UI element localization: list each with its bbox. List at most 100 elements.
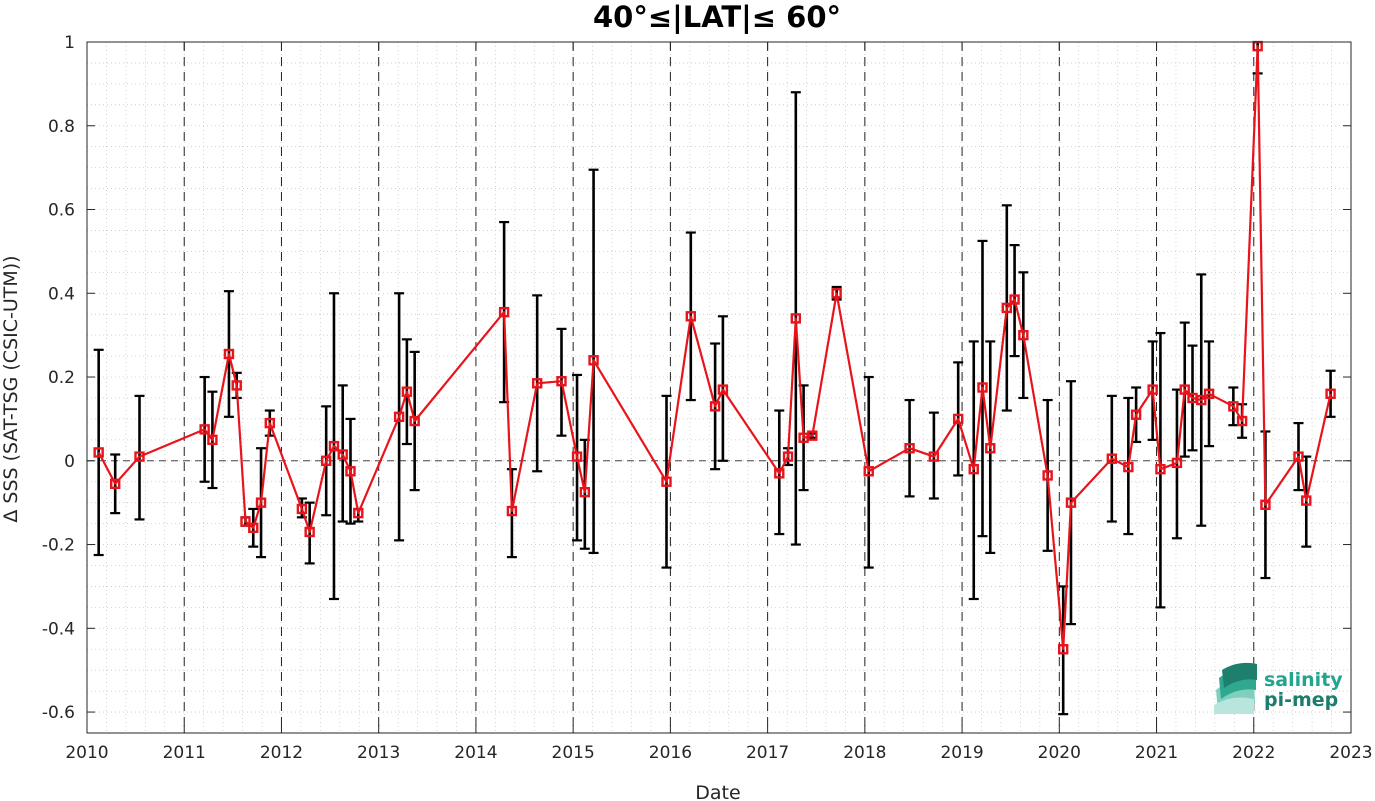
y-tick-label: -0.4 bbox=[42, 619, 75, 639]
data-point-marker bbox=[774, 468, 785, 479]
data-point-marker bbox=[506, 505, 518, 517]
data-point-marker bbox=[1155, 463, 1166, 475]
data-point-marker bbox=[1236, 415, 1248, 427]
data-point-marker bbox=[264, 417, 275, 429]
salinity-pi-mep-logo: salinity pi-mep bbox=[1214, 662, 1343, 714]
data-point-marker bbox=[661, 476, 672, 487]
data-point-marker bbox=[1009, 294, 1020, 305]
data-point-marker bbox=[904, 443, 915, 454]
y-tick-label: 1 bbox=[64, 33, 75, 53]
data-point-marker bbox=[1293, 451, 1304, 462]
x-tick-label: 2019 bbox=[940, 743, 983, 763]
data-point-marker bbox=[1301, 495, 1312, 506]
data-point-marker bbox=[248, 522, 259, 533]
data-point-marker bbox=[223, 348, 235, 360]
x-tick-label: 2010 bbox=[65, 743, 108, 763]
x-tick-label: 2016 bbox=[649, 743, 692, 763]
data-point-marker bbox=[231, 380, 242, 391]
data-point-marker bbox=[782, 451, 794, 462]
y-tick-label: 0.6 bbox=[48, 201, 75, 221]
data-point-marker bbox=[571, 451, 583, 462]
data-point-marker bbox=[1325, 388, 1336, 399]
data-point-marker bbox=[328, 440, 340, 452]
data-point-marker bbox=[807, 430, 818, 441]
data-point-marker bbox=[134, 451, 145, 462]
data-point-marker bbox=[393, 411, 405, 423]
data-point-marker bbox=[255, 497, 267, 508]
data-point-marker bbox=[1042, 470, 1053, 481]
data-point-marker bbox=[109, 478, 121, 490]
x-tick-label: 2017 bbox=[746, 743, 789, 763]
data-point-marker bbox=[985, 443, 996, 454]
y-tick-label: 0.2 bbox=[48, 368, 75, 388]
y-axis-label: Δ SSS (SAT-TSG (CSIC-UTM)) bbox=[0, 255, 22, 522]
minor-grid bbox=[87, 41, 1351, 734]
data-point-marker bbox=[1147, 384, 1158, 395]
data-point-marker bbox=[1057, 644, 1069, 655]
data-point-marker bbox=[831, 288, 842, 299]
chart-title: 40°≤|LAT|≤ 60° bbox=[593, 0, 841, 34]
x-axis-label: Date bbox=[695, 782, 740, 801]
axes-frame bbox=[86, 41, 1352, 734]
data-point-marker bbox=[531, 378, 543, 389]
data-point-marker bbox=[863, 466, 874, 477]
x-tick-label: 2011 bbox=[163, 743, 206, 763]
data-point-marker bbox=[1018, 329, 1029, 341]
data-point-marker bbox=[1203, 388, 1215, 399]
data-point-marker bbox=[304, 526, 315, 538]
x-tick-label: 2023 bbox=[1329, 743, 1372, 763]
data-point-marker bbox=[1130, 409, 1142, 420]
x-tick-label: 2021 bbox=[1135, 743, 1178, 763]
data-point-marker bbox=[1260, 499, 1271, 510]
data-point-marker bbox=[409, 415, 420, 427]
data-point-marker bbox=[709, 401, 721, 412]
data-point-marker bbox=[337, 449, 348, 460]
data-point-marker bbox=[401, 386, 413, 397]
x-tick-label: 2020 bbox=[1038, 743, 1081, 763]
data-point-marker bbox=[790, 313, 802, 324]
data-point-marker bbox=[1106, 453, 1118, 464]
data-point-marker bbox=[1196, 394, 1207, 406]
data-point-marker bbox=[685, 311, 697, 322]
data-point-marker bbox=[345, 466, 356, 477]
data-point-marker bbox=[93, 447, 104, 458]
y-tick-labels: -0.6 -0.4 -0.2 0 0.2 0.4 0.6 0.8 1 bbox=[42, 33, 75, 723]
data-point-marker bbox=[353, 507, 364, 519]
axis-ticks bbox=[86, 41, 1352, 733]
y-tick-label: -0.6 bbox=[42, 703, 75, 723]
data-point-marker bbox=[199, 424, 210, 435]
data-point-marker bbox=[1171, 457, 1183, 469]
data-point-marker bbox=[1228, 401, 1239, 412]
x-tick-label: 2018 bbox=[843, 743, 886, 763]
data-point-marker bbox=[1065, 497, 1077, 508]
data-point-marker bbox=[1179, 384, 1190, 395]
data-point-marker bbox=[207, 434, 218, 446]
data-point-marker bbox=[1001, 302, 1013, 314]
data-point-marker bbox=[968, 463, 979, 475]
data-point-marker bbox=[498, 306, 510, 318]
x-tick-label: 2014 bbox=[454, 743, 497, 763]
y-tick-label: 0.4 bbox=[48, 284, 75, 304]
x-tick-label: 2012 bbox=[260, 743, 303, 763]
data-point-marker bbox=[320, 455, 332, 466]
x-tick-label: 2015 bbox=[552, 743, 595, 763]
data-point-marker bbox=[588, 355, 599, 366]
y-tick-label: -0.2 bbox=[42, 536, 75, 556]
data-point-marker bbox=[952, 413, 964, 425]
x-tick-labels: 2010 2011 2012 2013 2014 2015 2016 2017 2018 2019… bbox=[65, 743, 1372, 763]
logo-text-pi-mep: pi-mep bbox=[1264, 689, 1338, 711]
data-point-marker bbox=[928, 451, 940, 462]
data-point-marker bbox=[556, 376, 567, 387]
logo-wave-icon bbox=[1214, 662, 1257, 714]
y-tick-label: 0 bbox=[64, 452, 75, 472]
data-point-marker bbox=[296, 503, 308, 515]
data-point-marker bbox=[717, 384, 729, 395]
data-point-marker bbox=[1123, 461, 1134, 473]
series-markers bbox=[93, 40, 1336, 655]
data-point-marker bbox=[240, 516, 251, 527]
x-tick-label: 2022 bbox=[1232, 743, 1275, 763]
y-tick-label: 0.8 bbox=[48, 117, 75, 137]
data-point-marker bbox=[977, 382, 988, 393]
x-tick-label: 2013 bbox=[357, 743, 400, 763]
